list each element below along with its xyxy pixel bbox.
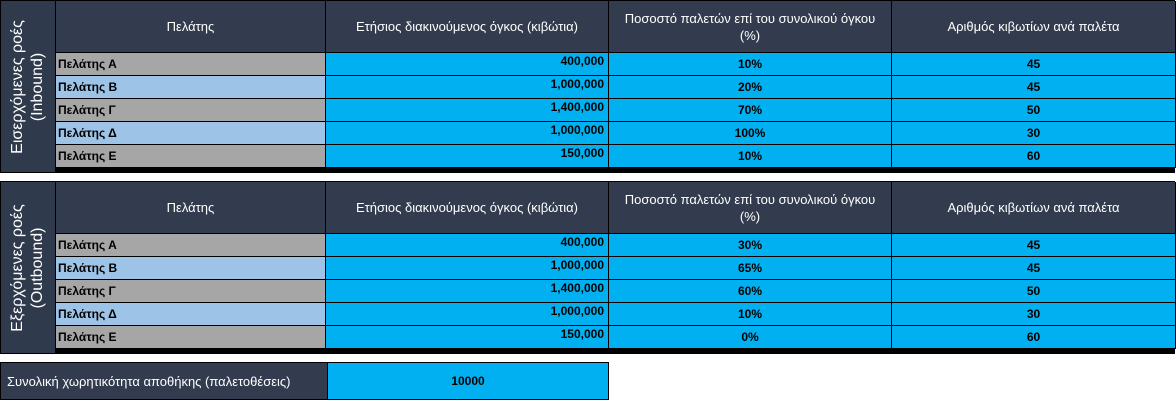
capacity-value[interactable]: 10000	[328, 363, 608, 399]
outbound-header-client: Πελάτης	[56, 182, 326, 234]
outbound-cell-client[interactable]: Πελάτης Β	[56, 257, 326, 280]
inbound-cell-pallet-pct[interactable]: 100%	[609, 122, 892, 145]
inbound-header-boxes-per-pallet: Αριθμός κιβωτίων ανά παλέτα	[892, 1, 1176, 53]
inbound-cell-pallet-pct[interactable]: 10%	[609, 53, 892, 76]
inbound-cell-boxes[interactable]: 50	[892, 99, 1176, 122]
inbound-cell-boxes[interactable]: 45	[892, 76, 1176, 99]
outbound-cell-volume[interactable]: 1,400,000	[326, 280, 609, 303]
outbound-table: Εξερχόμενες ροές (Outbound) Πελάτης Ετήσ…	[0, 181, 1176, 354]
outbound-cell-client[interactable]: Πελάτης Δ	[56, 303, 326, 326]
capacity-label: Συνολική χωρητικότητα αποθήκης (παλετοθέ…	[1, 363, 328, 399]
outbound-cell-client[interactable]: Πελάτης Γ	[56, 280, 326, 303]
outbound-cell-pallet-pct[interactable]: 60%	[609, 280, 892, 303]
inbound-header-volume: Ετήσιος διακινούμενος όγκος (κιβώτια)	[326, 1, 609, 53]
inbound-side-label-line1: Εισερχόμενες ροές	[9, 19, 26, 154]
inbound-cell-client[interactable]: Πελάτης Α	[56, 53, 326, 76]
inbound-side-label: Εισερχόμενες ροές (Inbound)	[1, 1, 56, 172]
inbound-cell-pallet-pct[interactable]: 70%	[609, 99, 892, 122]
inbound-cell-volume[interactable]: 1,000,000	[326, 122, 609, 145]
inbound-cell-client[interactable]: Πελάτης Ε	[56, 145, 326, 168]
outbound-cell-volume[interactable]: 1,000,000	[326, 257, 609, 280]
inbound-cell-client[interactable]: Πελάτης Γ	[56, 99, 326, 122]
outbound-header-boxes-per-pallet: Αριθμός κιβωτίων ανά παλέτα	[892, 182, 1176, 234]
outbound-header-volume: Ετήσιος διακινούμενος όγκος (κιβώτια)	[326, 182, 609, 234]
outbound-side-label: Εξερχόμενες ροές (Outbound)	[1, 182, 56, 353]
inbound-cell-volume[interactable]: 400,000	[326, 53, 609, 76]
inbound-grid: Πελάτης Ετήσιος διακινούμενος όγκος (κιβ…	[56, 1, 1176, 172]
outbound-cell-boxes[interactable]: 45	[892, 234, 1176, 257]
inbound-side-label-line2: (Inbound)	[29, 52, 46, 121]
outbound-grid: Πελάτης Ετήσιος διακινούμενος όγκος (κιβ…	[56, 182, 1176, 353]
outbound-cell-boxes[interactable]: 30	[892, 303, 1176, 326]
outbound-cell-pallet-pct[interactable]: 10%	[609, 303, 892, 326]
outbound-header-pallet-pct: Ποσοστό παλετών επί του συνολικού όγκου …	[609, 182, 892, 234]
outbound-cell-boxes[interactable]: 50	[892, 280, 1176, 303]
inbound-header-client: Πελάτης	[56, 1, 326, 53]
warehouse-capacity: Συνολική χωρητικότητα αποθήκης (παλετοθέ…	[0, 362, 609, 400]
inbound-cell-volume[interactable]: 150,000	[326, 145, 609, 168]
inbound-cell-volume[interactable]: 1,000,000	[326, 76, 609, 99]
outbound-side-label-line1: Εξερχόμενες ροές	[9, 203, 26, 332]
outbound-cell-pallet-pct[interactable]: 65%	[609, 257, 892, 280]
inbound-cell-pallet-pct[interactable]: 10%	[609, 145, 892, 168]
inbound-cell-volume[interactable]: 1,400,000	[326, 99, 609, 122]
outbound-cell-boxes[interactable]: 45	[892, 257, 1176, 280]
inbound-header-pallet-pct: Ποσοστό παλετών επί του συνολικού όγκου …	[609, 1, 892, 53]
inbound-cell-client[interactable]: Πελάτης Δ	[56, 122, 326, 145]
outbound-cell-pallet-pct[interactable]: 0%	[609, 326, 892, 349]
inbound-cell-boxes[interactable]: 60	[892, 145, 1176, 168]
outbound-cell-pallet-pct[interactable]: 30%	[609, 234, 892, 257]
inbound-cell-pallet-pct[interactable]: 20%	[609, 76, 892, 99]
inbound-cell-client[interactable]: Πελάτης Β	[56, 76, 326, 99]
inbound-cell-boxes[interactable]: 45	[892, 53, 1176, 76]
outbound-cell-volume[interactable]: 1,000,000	[326, 303, 609, 326]
outbound-cell-volume[interactable]: 400,000	[326, 234, 609, 257]
outbound-cell-boxes[interactable]: 60	[892, 326, 1176, 349]
outbound-cell-client[interactable]: Πελάτης Ε	[56, 326, 326, 349]
inbound-table: Εισερχόμενες ροές (Inbound) Πελάτης Ετήσ…	[0, 0, 1176, 173]
inbound-cell-boxes[interactable]: 30	[892, 122, 1176, 145]
outbound-cell-volume[interactable]: 150,000	[326, 326, 609, 349]
outbound-cell-client[interactable]: Πελάτης Α	[56, 234, 326, 257]
outbound-side-label-line2: (Outbound)	[29, 227, 46, 308]
